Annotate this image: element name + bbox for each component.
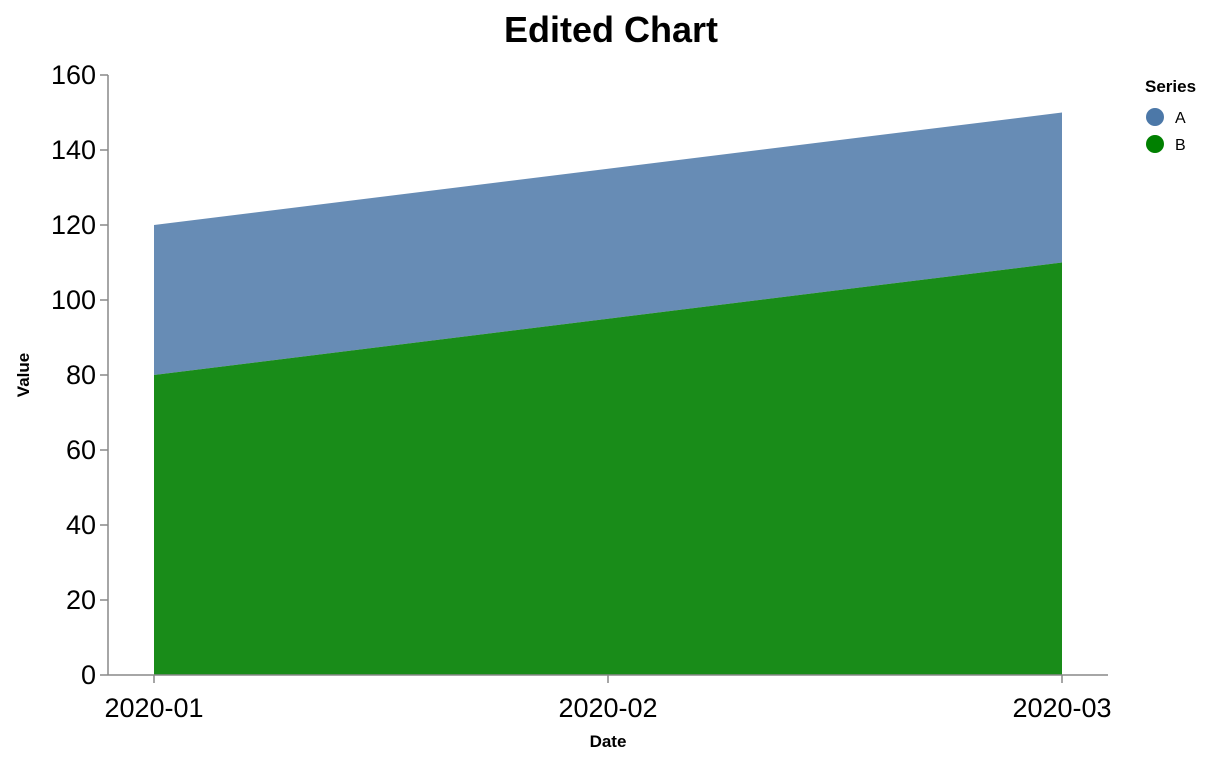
y-tick-label: 160 xyxy=(51,60,96,90)
y-tick-label: 60 xyxy=(66,435,96,465)
y-tick-label: 0 xyxy=(81,660,96,690)
legend-label-a: A xyxy=(1175,110,1186,127)
legend: Series AB xyxy=(1145,77,1196,154)
y-tick-label: 120 xyxy=(51,210,96,240)
area-series-b xyxy=(154,262,1062,675)
legend-swatch-a xyxy=(1146,108,1164,126)
y-axis: 0 20 40 60 80 100 120 140 160 xyxy=(51,60,109,690)
y-tick-label: 100 xyxy=(51,285,96,315)
legend-title: Series xyxy=(1145,77,1196,96)
legend-swatch-b xyxy=(1146,135,1164,153)
y-tick-label: 80 xyxy=(66,360,96,390)
legend-label-b: B xyxy=(1175,137,1186,154)
area-series-a xyxy=(154,112,1062,375)
x-tick-label: 2020-02 xyxy=(558,693,657,723)
areas-group xyxy=(154,112,1062,675)
y-tick-label: 40 xyxy=(66,510,96,540)
x-axis: 2020-01 2020-02 2020-03 xyxy=(104,674,1112,723)
y-tick-label: 140 xyxy=(51,135,96,165)
chart-title: Edited Chart xyxy=(504,9,718,50)
x-tick-label: 2020-01 xyxy=(104,693,203,723)
x-axis-title: Date xyxy=(590,732,627,751)
y-tick-label: 20 xyxy=(66,585,96,615)
y-axis-title: Value xyxy=(14,353,33,397)
x-tick-label: 2020-03 xyxy=(1012,693,1111,723)
